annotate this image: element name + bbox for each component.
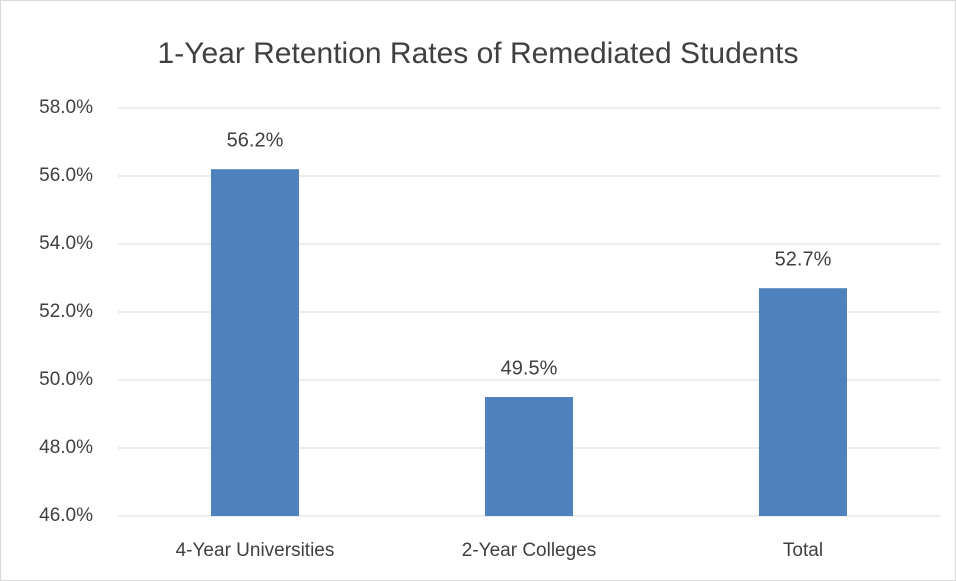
y-tick-label: 52.0% (39, 301, 93, 322)
y-tick-label: 48.0% (39, 437, 93, 458)
x-tick-label: 2-Year Colleges (462, 540, 597, 561)
x-tick-label: Total (783, 540, 823, 561)
value-label: 49.5% (501, 357, 558, 379)
y-tick-label: 50.0% (39, 369, 93, 390)
value-label: 52.7% (775, 248, 832, 270)
y-tick-label: 46.0% (39, 505, 93, 526)
bar (759, 288, 847, 516)
x-tick-label: 4-Year Universities (176, 540, 335, 561)
chart-title: 1-Year Retention Rates of Remediated Stu… (158, 37, 799, 70)
y-tick-label: 58.0% (39, 97, 93, 118)
bar (211, 169, 299, 516)
y-tick-label: 56.0% (39, 165, 93, 186)
y-tick-label: 54.0% (39, 233, 93, 254)
value-label: 56.2% (227, 129, 284, 151)
bar (485, 397, 573, 516)
